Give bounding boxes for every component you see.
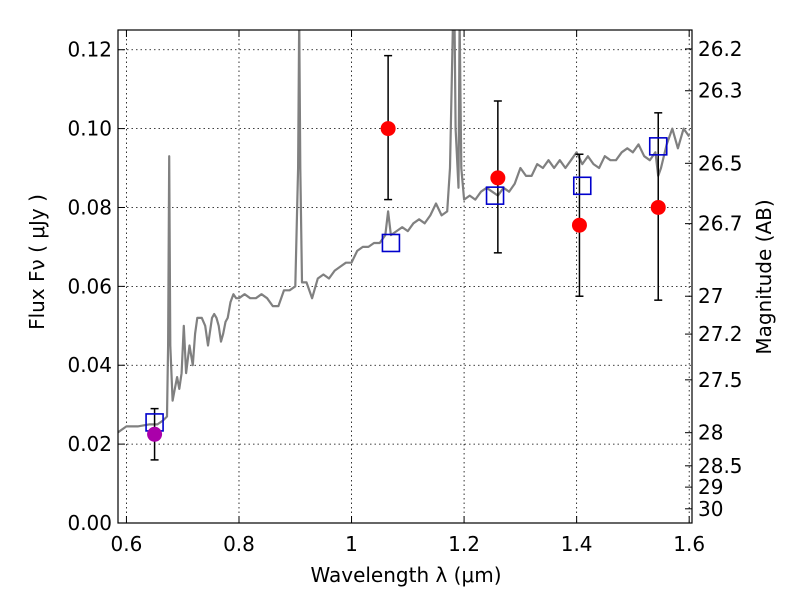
y2-tick-label: 26.2 [698, 37, 743, 61]
x-tick-label: 1.2 [448, 532, 480, 556]
model-square [648, 137, 668, 156]
y2-axis-label: Magnitude (AB) [752, 199, 776, 354]
grid-lines [118, 30, 692, 524]
model-square [381, 233, 401, 253]
x-tick-labels: 0.6 0.8 1 1.2 1.4 1.6 [111, 532, 706, 556]
y2-tick-label: 27.5 [698, 368, 743, 392]
y-tick-label: 0.08 [67, 195, 112, 219]
x-tick-label: 1 [345, 532, 358, 556]
x-tick-label: 1.6 [673, 532, 705, 556]
data-point [650, 199, 666, 215]
y2-tick-label: 26.3 [698, 79, 743, 103]
y2-tick-label: 30 [698, 497, 723, 521]
y-axis-label: Flux Fν ( μJy ) [25, 194, 49, 330]
data-point [571, 217, 587, 233]
y-tick-labels: 0.00 0.02 0.04 0.06 0.08 0.10 0.12 [67, 38, 112, 535]
y-tick-label: 0.00 [67, 511, 112, 535]
x-tick-label: 0.8 [223, 532, 255, 556]
x-tick-label: 1.4 [561, 532, 593, 556]
y2-tick-label: 28 [698, 421, 723, 445]
error-bars [150, 54, 663, 461]
observed-points [147, 121, 666, 442]
model-photometry-squares [145, 137, 668, 432]
model-square [572, 176, 592, 196]
y2-tick-label: 27.2 [698, 322, 743, 346]
data-point [490, 170, 506, 186]
y2-tick-label: 27 [698, 284, 723, 308]
y-tick-label: 0.06 [67, 274, 112, 298]
spectrum-line [118, 30, 691, 434]
y2-tick-label: 26.7 [698, 212, 743, 236]
x-axis-label: Wavelength λ (μm) [310, 563, 501, 587]
y-tick-label: 0.12 [67, 38, 112, 62]
data-point [380, 121, 396, 137]
model-spectrum [118, 30, 691, 434]
axis-ticks [118, 30, 692, 524]
y-tick-label: 0.10 [67, 117, 112, 141]
y-tick-label: 0.02 [67, 432, 112, 456]
x-tick-label: 0.6 [111, 532, 143, 556]
y-tick-label: 0.04 [67, 353, 112, 377]
y2-tick-label: 29 [698, 475, 723, 499]
y2-tick-label: 28.5 [698, 454, 743, 478]
y2-tick-label: 26.5 [698, 151, 743, 175]
data-point [147, 426, 163, 442]
plot-frame [117, 29, 693, 524]
model-square [485, 186, 505, 205]
